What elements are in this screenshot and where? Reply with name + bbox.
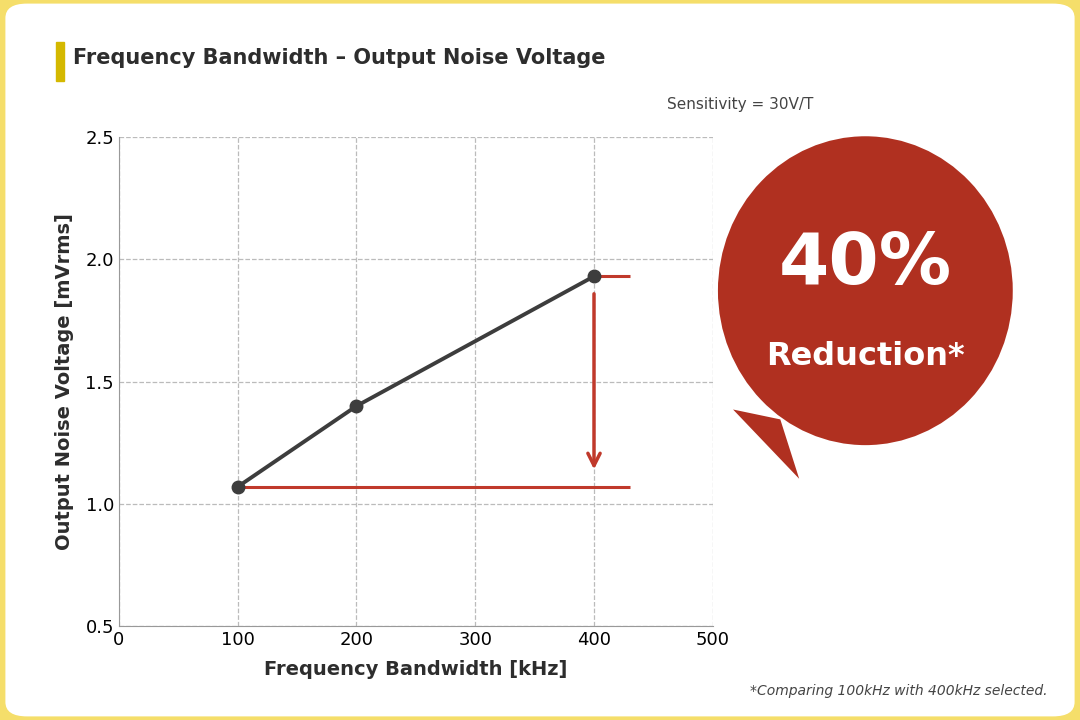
Circle shape (718, 136, 1013, 445)
Text: Sensitivity = 30V/T: Sensitivity = 30V/T (666, 96, 813, 112)
Text: 40%: 40% (779, 230, 951, 300)
X-axis label: Frequency Bandwidth [kHz]: Frequency Bandwidth [kHz] (265, 660, 567, 680)
Text: Reduction*: Reduction* (766, 341, 964, 372)
Y-axis label: Output Noise Voltage [mVrms]: Output Noise Voltage [mVrms] (55, 213, 75, 550)
Polygon shape (733, 410, 799, 479)
Text: *Comparing 100kHz with 400kHz selected.: *Comparing 100kHz with 400kHz selected. (751, 685, 1048, 698)
Text: Frequency Bandwidth – Output Noise Voltage: Frequency Bandwidth – Output Noise Volta… (73, 48, 606, 68)
